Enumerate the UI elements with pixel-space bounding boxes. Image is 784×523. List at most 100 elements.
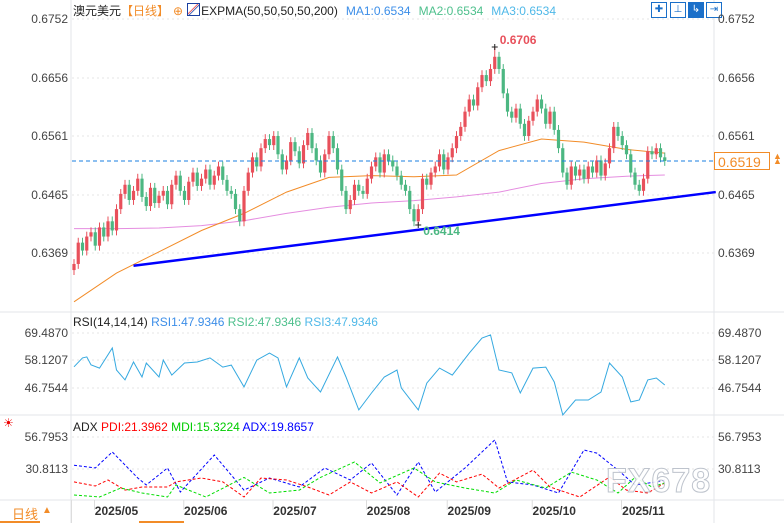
candle-up	[595, 160, 599, 173]
y-tick-right: 0.6465	[718, 188, 755, 202]
candle-up	[654, 148, 658, 155]
candle-down	[229, 190, 233, 194]
candle-down	[102, 227, 106, 237]
x-tick-label: 2025/08	[366, 504, 411, 518]
rsi-path	[73, 334, 666, 417]
rsi2-value: RSI2:47.9346	[227, 315, 302, 329]
candle-up	[199, 178, 204, 186]
candle-up	[250, 157, 255, 173]
y-tick-left: 0.6465	[31, 188, 68, 202]
ma1-value: MA1:0.6534	[345, 4, 411, 18]
candle-up	[569, 166, 573, 185]
mdi-value: MDI:15.3224	[171, 420, 240, 434]
candle-up	[646, 151, 650, 179]
candle-down	[280, 154, 284, 170]
candle-down	[518, 108, 522, 124]
candle-down	[386, 154, 391, 161]
candle-down	[361, 190, 365, 194]
globe-icon[interactable]: ⊕	[173, 4, 184, 18]
y-tick-right: 0.6656	[718, 71, 755, 85]
candle-down	[620, 136, 624, 146]
period-label[interactable]: 【日线】	[121, 4, 170, 18]
candle-up	[527, 120, 531, 136]
candles	[72, 47, 667, 275]
candle-up	[157, 195, 161, 204]
candle-down	[344, 190, 348, 210]
candle-up	[119, 193, 123, 210]
candle-up	[272, 136, 276, 146]
adx-tick-left: 30.8113	[25, 462, 69, 476]
crosshair-icon[interactable]: ✚	[651, 2, 667, 18]
candle-up	[607, 148, 612, 164]
current-price-label: 0.6519	[714, 152, 770, 170]
candle-down	[310, 132, 314, 149]
candle-down	[616, 126, 620, 136]
candle-up	[348, 199, 352, 210]
rsi-line	[73, 334, 666, 417]
candle-up	[493, 56, 497, 69]
x-tick-label: 2025/10	[532, 504, 576, 518]
trendline[interactable]	[133, 190, 716, 268]
adx-tick-right: 30.8113	[718, 462, 761, 476]
pdi-path	[73, 469, 666, 498]
candle-up	[123, 184, 127, 194]
pdi-value: PDI:21.3962	[101, 420, 168, 434]
adx-path	[73, 438, 665, 496]
candle-down	[565, 172, 569, 185]
candle-up	[514, 108, 518, 118]
scroll-indicator[interactable]	[139, 521, 184, 523]
settings-sun-icon[interactable]: ☀	[3, 416, 14, 430]
candle-up	[369, 166, 374, 179]
candle-up	[242, 190, 246, 222]
period-button[interactable]: 日线 ▲	[0, 500, 72, 523]
candle-down	[276, 136, 280, 155]
candle-down	[208, 169, 212, 185]
scroll-up-icon[interactable]: ▲ ▲	[773, 151, 782, 166]
adx-name: ADX	[73, 420, 98, 434]
mdi-path	[73, 461, 665, 498]
watermark-logo: FX678	[605, 462, 712, 500]
candle-down	[624, 145, 629, 155]
draw-icon[interactable]: ↳	[688, 2, 704, 18]
candle-down	[233, 193, 238, 210]
candle-up	[463, 111, 467, 127]
candle-down	[297, 151, 301, 164]
ema200-line	[74, 174, 665, 230]
candle-up	[429, 172, 433, 185]
candle-up	[170, 184, 174, 205]
ema200-path	[74, 174, 665, 230]
exit-icon[interactable]: ⇥	[706, 2, 722, 18]
candle-up	[263, 139, 267, 149]
candle-down	[335, 148, 340, 170]
candle-down	[391, 160, 395, 167]
range-icon[interactable]: ⊥	[670, 2, 686, 18]
rsi1-value: RSI1:47.9346	[151, 315, 225, 329]
candle-up	[586, 166, 590, 179]
candle-up	[450, 148, 454, 158]
candle-up	[352, 184, 357, 200]
candle-up	[433, 166, 437, 173]
candle-down	[556, 129, 561, 149]
high-price-label: 0.6706	[500, 33, 537, 47]
candle-up	[480, 75, 484, 88]
candle-down	[425, 178, 429, 185]
expma-icon[interactable]	[187, 3, 201, 16]
candle-down	[110, 221, 114, 231]
candle-down	[637, 184, 641, 191]
candle-down	[539, 99, 544, 109]
candle-up	[365, 178, 369, 194]
candle-up	[161, 190, 165, 196]
candle-down	[331, 136, 335, 149]
candle-down	[573, 166, 578, 176]
ema50-line	[73, 138, 665, 303]
support-trendline	[133, 190, 716, 268]
candle-down	[195, 172, 199, 186]
low-price-label: 0.6414	[423, 224, 460, 238]
candle-down	[318, 160, 323, 173]
y-tick-right: 0.6561	[718, 129, 755, 143]
candle-up	[531, 111, 535, 121]
y-tick-left: 0.6561	[31, 129, 68, 143]
candle-up	[148, 187, 153, 207]
